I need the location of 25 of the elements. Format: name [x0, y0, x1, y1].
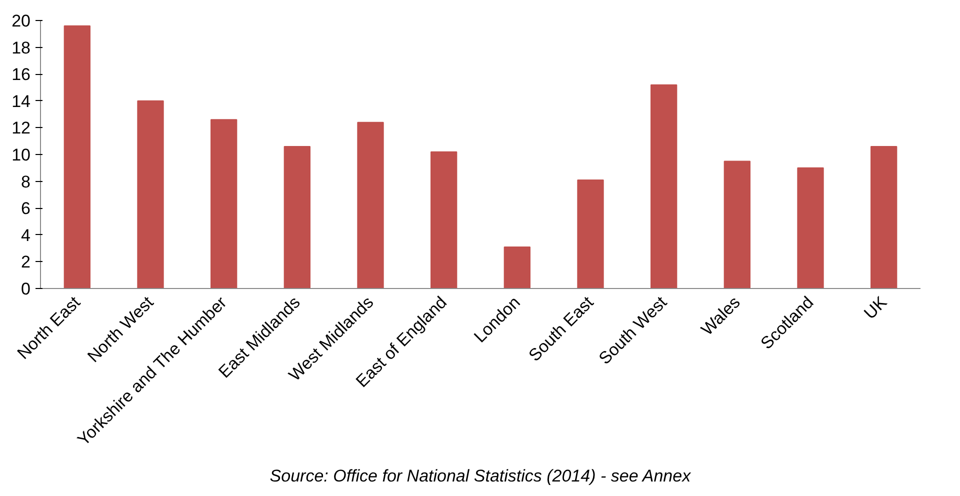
y-tick-label: 10	[12, 146, 31, 164]
bar	[357, 122, 384, 288]
bar	[430, 151, 458, 288]
bar	[870, 146, 898, 288]
y-tick-label: 2	[21, 252, 31, 272]
y-tick-label: 8	[21, 172, 31, 192]
bar	[64, 25, 90, 288]
bar	[504, 246, 530, 288]
bar	[284, 146, 310, 288]
y-tick-label: 0	[21, 280, 31, 298]
source-note: Source: Office for National Statistics (2014) - see Annex	[270, 466, 692, 486]
y-tick-label: 16	[12, 65, 31, 84]
y-tick-label: 18	[12, 38, 31, 58]
x-tick-label: UK	[860, 292, 892, 323]
y-tick-label: 4	[21, 226, 31, 245]
y-tick-label: 12	[12, 118, 31, 138]
bar	[797, 167, 824, 288]
y-tick-label: 6	[21, 199, 31, 218]
y-tick-label: 20	[12, 12, 31, 30]
bar	[650, 84, 678, 288]
bar	[577, 179, 604, 288]
bar	[724, 160, 750, 288]
bar	[137, 100, 164, 288]
y-tick-label: 14	[12, 92, 31, 111]
bar	[210, 119, 238, 288]
